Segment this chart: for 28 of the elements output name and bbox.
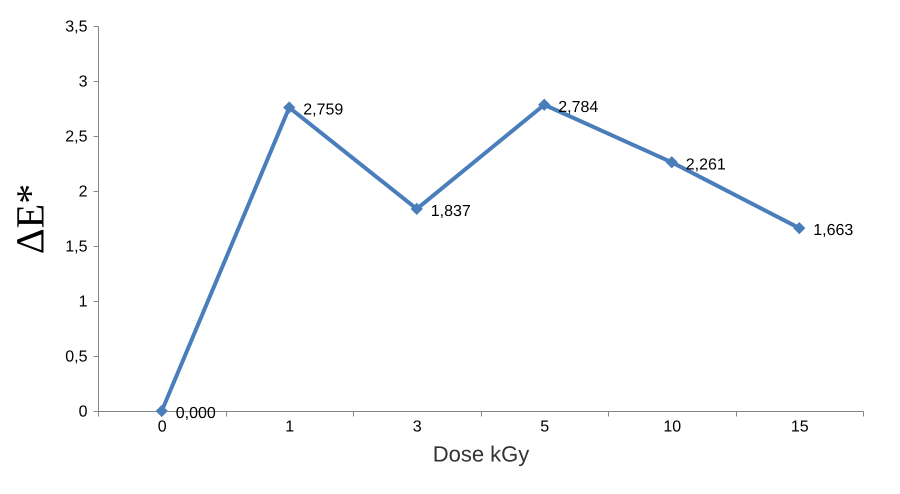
point (156, 404, 168, 418)
y-axis-title: ΔE* (7, 184, 52, 254)
y-tick-label: 2,5 (65, 128, 88, 146)
x-tick-label: 0 (158, 418, 167, 436)
point (793, 222, 806, 234)
x-axis-title: Dose kGy (432, 442, 530, 466)
y-tick-label: 3 (78, 74, 88, 90)
x-tick-label: 15 (790, 418, 809, 436)
y-tick-label: 0 (78, 404, 88, 420)
data-label: 1,837 (430, 202, 471, 220)
y-tick-label: 2 (78, 184, 88, 200)
x-tick-label: 10 (663, 418, 682, 436)
y-tick-label: 1 (78, 294, 88, 310)
point (283, 101, 296, 114)
point (410, 202, 423, 216)
y-tick-label: 1,5 (65, 238, 88, 256)
y-tick-label: 3,5 (65, 18, 88, 36)
y-tick-label: 0,5 (65, 348, 88, 366)
point (538, 98, 550, 111)
data-label: 2,261 (686, 156, 726, 174)
point (666, 156, 678, 168)
data-label: 2,759 (303, 102, 344, 119)
data-label: 1,663 (813, 222, 854, 240)
data-label: 0,000 (176, 405, 216, 422)
x-tick-label: 3 (412, 418, 422, 436)
x-tick-label: 1 (285, 418, 294, 436)
x-tick-label: 5 (540, 418, 550, 436)
data-label: 2,784 (558, 98, 598, 116)
